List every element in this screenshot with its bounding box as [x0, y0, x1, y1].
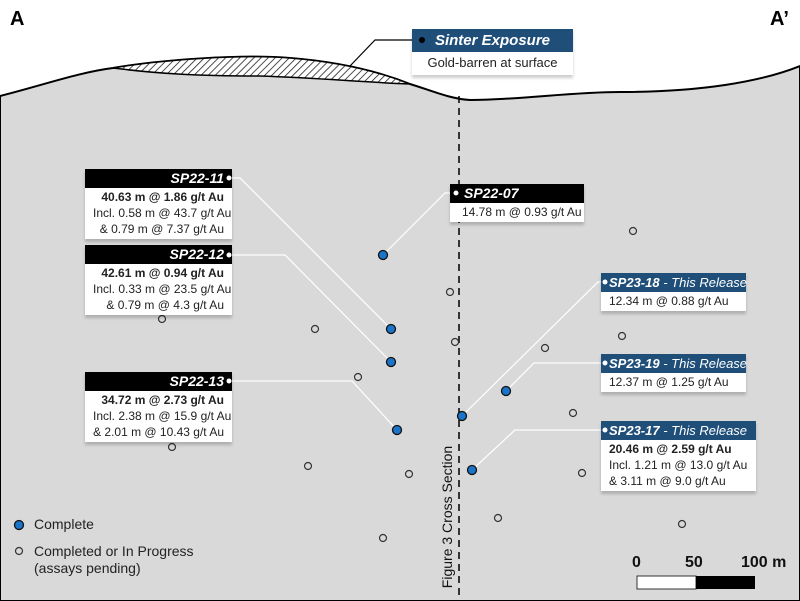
- legend-complete-label: Complete: [34, 516, 94, 532]
- intercept: Incl. 2.38 m @ 15.9 g/t Au: [93, 409, 232, 423]
- pending-drill-hole-marker: [445, 287, 455, 297]
- figure3-cross-section-label: Figure 3 Cross Section: [439, 445, 455, 589]
- release-tag: - This Release: [663, 356, 748, 371]
- hole-id: SP22-11: [85, 169, 232, 188]
- legend-pending-line2: (assays pending): [34, 560, 141, 576]
- scale-bar-black: [696, 576, 755, 589]
- sinter-subtitle: Gold-barren at surface: [427, 55, 558, 70]
- intercept: 40.63 m @ 1.86 g/t Au: [101, 190, 224, 204]
- hole-id: SP22-12: [85, 245, 232, 264]
- intercept: 14.78 m @ 0.93 g/t Au: [462, 205, 582, 219]
- pending-drill-hole-marker: [617, 331, 627, 341]
- scale-label-50: 50: [685, 554, 703, 571]
- intercept: & 0.79 m @ 7.37 g/t Au: [99, 222, 224, 236]
- hole-id: SP22-13: [85, 372, 232, 391]
- complete-drill-hole-marker: [391, 424, 403, 436]
- hole-callout-sp22-12: SP22-12 42.61 m @ 0.94 g/t Au Incl. 0.33…: [85, 245, 232, 315]
- intercept: Incl. 0.58 m @ 43.7 g/t Au: [93, 206, 232, 220]
- section-label-a: A: [10, 8, 25, 30]
- pending-drill-hole-marker: [404, 469, 414, 479]
- intercept: 12.37 m @ 1.25 g/t Au: [609, 375, 729, 389]
- complete-drill-hole-marker: [377, 249, 389, 261]
- leader-lines: [229, 177, 605, 471]
- complete-drill-hole-marker: [500, 385, 512, 397]
- pending-drill-hole-marker: [378, 533, 388, 543]
- pending-drill-hole-marker: [303, 461, 313, 471]
- pending-drill-hole-marker: [677, 519, 687, 529]
- pending-drill-hole-marker: [450, 337, 460, 347]
- pending-drill-hole-marker: [568, 408, 578, 418]
- intercept: 42.61 m @ 0.94 g/t Au: [101, 266, 224, 280]
- complete-drill-hole-marker: [466, 464, 478, 476]
- legend-pending-line1: Completed or In Progress: [34, 543, 194, 559]
- hole-callout-sp23-19: SP23-19 - This Release 12.37 m @ 1.25 g/…: [601, 354, 748, 392]
- complete-drill-hole-marker: [456, 410, 468, 422]
- release-tag: - This Release: [663, 423, 748, 438]
- complete-drill-hole-marker: [385, 356, 397, 368]
- pending-drill-hole-marker: [167, 442, 177, 452]
- intercept: 20.46 m @ 2.59 g/t Au: [609, 442, 732, 456]
- hole-id: SP23-19: [609, 356, 660, 371]
- section-label-a-prime: A’: [770, 8, 789, 30]
- intercept: Incl. 1.21 m @ 13.0 g/t Au: [609, 458, 748, 472]
- intercept: & 0.79 m @ 4.3 g/t Au: [106, 298, 224, 312]
- hole-id: SP23-18: [609, 275, 660, 290]
- intercept: & 2.01 m @ 10.43 g/t Au: [93, 425, 224, 439]
- hole-callout-sp22-11: SP22-11 40.63 m @ 1.86 g/t Au Incl. 0.58…: [85, 169, 232, 239]
- pending-drill-hole-marker: [577, 468, 587, 478]
- sinter-callout: Sinter Exposure Gold-barren at surface: [412, 29, 573, 75]
- sinter-title: Sinter Exposure: [412, 29, 573, 52]
- hole-callout-sp22-13: SP22-13 34.72 m @ 2.73 g/t Au Incl. 2.38…: [85, 372, 232, 442]
- sinter-hatch: [112, 55, 411, 85]
- legend-complete-icon: [13, 519, 25, 531]
- pending-drill-hole-marker: [353, 372, 363, 382]
- intercept: Incl. 0.33 m @ 23.5 g/t Au: [93, 282, 232, 296]
- pending-drill-hole-marker: [493, 513, 503, 523]
- hole-callout-sp23-18: SP23-18 - This Release 12.34 m @ 0.88 g/…: [601, 273, 748, 311]
- release-tag: - This Release: [663, 275, 748, 290]
- hole-id: SP22-07: [450, 184, 584, 203]
- intercept: & 3.11 m @ 9.0 g/t Au: [609, 474, 726, 488]
- scale-label-0: 0: [632, 554, 641, 571]
- sinter-leader: [349, 39, 420, 67]
- hole-callout-sp23-17: SP23-17 - This Release 20.46 m @ 2.59 g/…: [601, 421, 756, 491]
- complete-drill-hole-marker: [385, 323, 397, 335]
- intercept: 12.34 m @ 0.88 g/t Au: [609, 294, 729, 308]
- pending-drill-hole-marker: [157, 314, 167, 324]
- hole-callout-sp22-07: SP22-07 14.78 m @ 0.93 g/t Au: [450, 184, 584, 222]
- ground: [0, 55, 800, 601]
- legend-pending-icon: [14, 546, 24, 556]
- legend-pending-label: Completed or In Progress (assays pending…: [34, 543, 194, 577]
- scale-label-100: 100 m: [741, 554, 787, 571]
- hole-id: SP23-17: [609, 423, 660, 438]
- pending-drill-hole-marker: [628, 226, 638, 236]
- pending-drill-hole-marker: [310, 324, 320, 334]
- intercept: 34.72 m @ 2.73 g/t Au: [101, 393, 224, 407]
- scale-bar-white: [636, 575, 697, 590]
- pending-drill-hole-marker: [540, 343, 550, 353]
